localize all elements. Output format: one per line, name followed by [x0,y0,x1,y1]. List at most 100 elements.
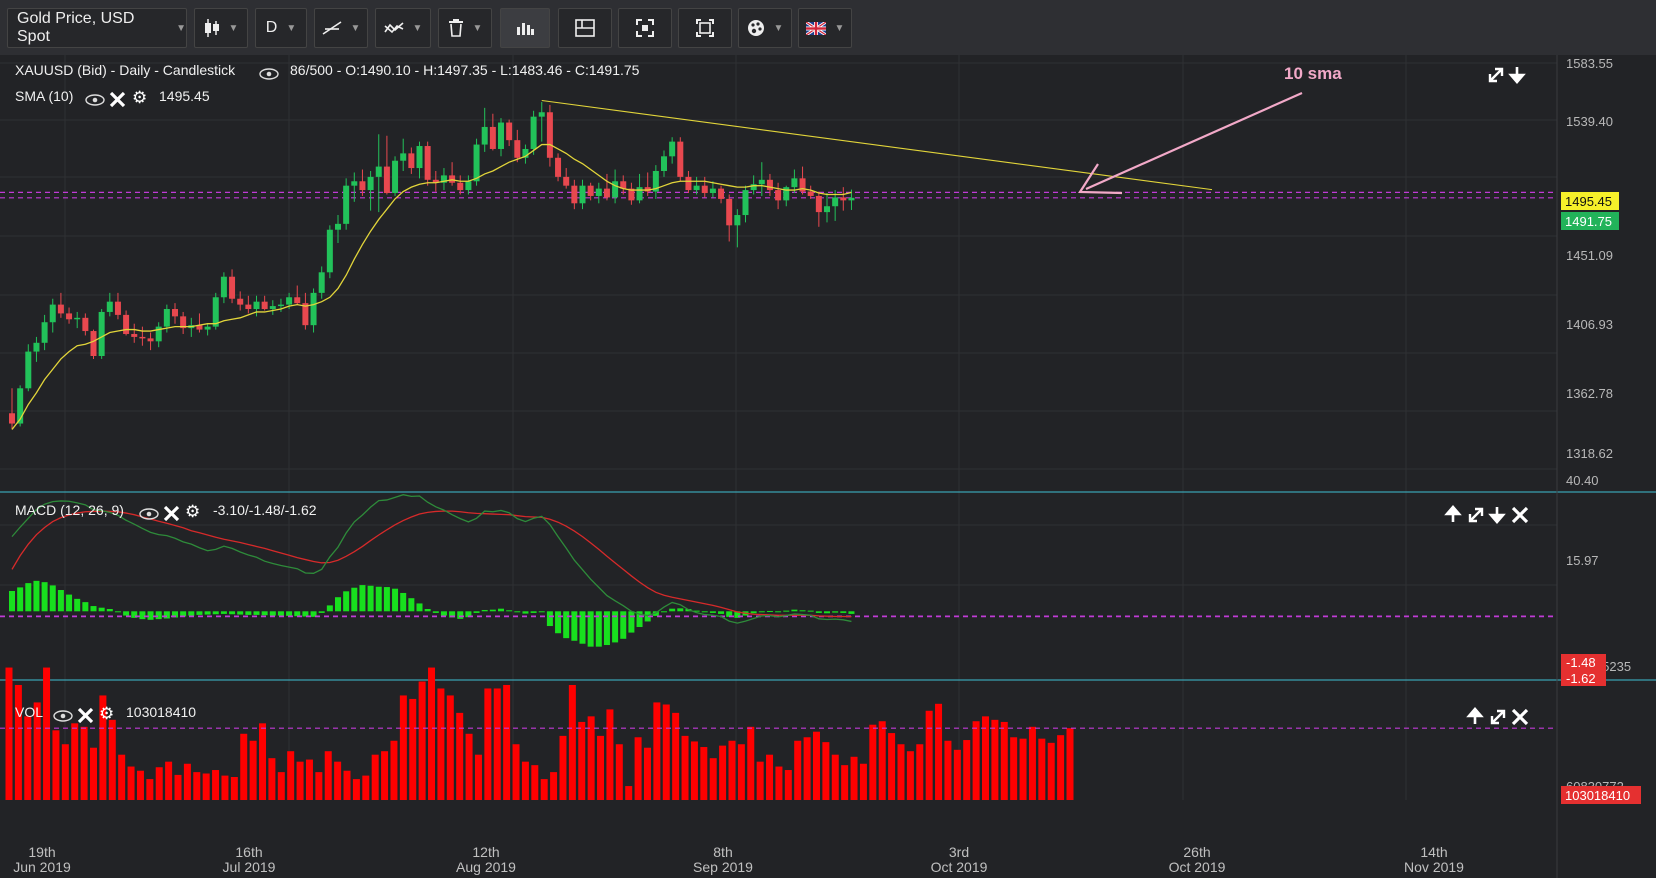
maximize-icon[interactable] [1488,67,1504,83]
vol-pane [0,667,1557,800]
macd-histogram-bar [82,602,89,612]
layout-button[interactable] [558,8,612,48]
fit-screen-button[interactable] [618,8,672,48]
x-tick-day: 16th [235,844,262,860]
volume-bar [474,754,482,800]
gear-icon[interactable]: ⚙ [99,704,114,723]
drawing-tools-button[interactable]: ▼ [314,8,368,48]
macd-histogram-bar [620,611,627,639]
arrow-up-icon[interactable] [1444,505,1462,522]
macd-histogram-bar [612,611,619,643]
volume-bar [831,754,839,800]
annotation-arrow [1085,91,1303,191]
macd-histogram-bar [359,585,366,612]
candle-body [799,178,806,192]
volume-bar [108,719,116,800]
close-icon[interactable] [77,707,94,724]
badge-signal-bg [1561,670,1606,686]
candle-body [701,185,708,194]
chart-area[interactable]: 1583.55 1539.40 1451.09 1406.93 1362.78 1318.… [0,55,1656,878]
language-button[interactable]: ▼ [798,8,852,48]
macd-histogram-bar [196,611,203,615]
badge-vol-text: 103018410 [1565,788,1630,803]
maximize-icon[interactable] [1468,507,1484,523]
arrow-down-icon[interactable] [1508,67,1526,84]
volume-bar [550,772,558,800]
volume-bar [343,770,351,800]
candle-body [603,188,610,198]
symbol-selector[interactable]: Gold Price, USD Spot ▼ [7,8,187,48]
volume-bar [249,740,257,800]
macd-histogram-bar [17,587,24,612]
eye-icon[interactable] [259,68,279,80]
volume-bar [559,735,567,800]
macd-label: MACD (12, 26, 9) [15,502,124,518]
macd-histogram-bar [172,611,178,618]
eye-icon[interactable] [85,94,105,106]
badge-vol: 103018410 [1561,786,1641,804]
volume-bar [812,731,820,800]
candle-body [514,140,521,158]
candle-body [481,126,488,145]
volume-bar [221,775,229,800]
badge-sma-bg [1561,192,1619,210]
chart-type-button[interactable]: ▼ [194,8,248,48]
macd-histogram-bar [188,611,195,616]
volume-bar [822,742,830,800]
macd-histogram-bar [237,611,244,615]
volume-bar [925,710,933,800]
close-icon[interactable] [1511,708,1529,726]
candle-body [644,187,651,192]
theme-button[interactable]: ▼ [738,8,792,48]
close-icon[interactable] [1511,506,1529,524]
candle-body [310,292,317,326]
volume-bar [24,716,32,800]
maximize-icon[interactable] [1490,709,1506,725]
volume-bar [672,712,680,800]
volume-bar [1038,738,1046,800]
macd-histogram-bar [212,611,219,615]
fullscreen-button[interactable] [678,8,732,48]
gear-icon[interactable]: ⚙ [132,88,147,107]
chevron-down-icon: ▼ [176,22,186,34]
sma-value: 1495.45 [159,88,210,104]
macd-histogram-bar [579,611,586,644]
gear-icon[interactable]: ⚙ [185,502,200,521]
volume-bar [540,779,548,800]
candle-body [367,176,374,191]
close-icon[interactable] [163,505,180,522]
candle-body [196,325,203,330]
delete-button[interactable]: ▼ [438,8,492,48]
volume-bar [127,766,135,800]
volume-bar [615,744,623,800]
candle-body [685,176,692,191]
macd-line [11,494,852,624]
candle-body [57,304,64,314]
indicators-button[interactable]: ▼ [375,8,431,48]
macd-histogram-bar [155,611,162,620]
macd-histogram-bar [416,603,423,612]
candle-body [147,338,154,342]
candle-body [74,317,81,320]
volume-bar [52,730,60,800]
candle-body [848,197,855,201]
close-icon[interactable] [109,91,126,108]
arrow-up-icon[interactable] [1466,707,1484,724]
macd-histogram-bar [74,598,81,612]
badge-close: 1491.75 [1561,212,1619,230]
vol-value: 103018410 [126,704,196,720]
macd-histogram-bar [204,611,211,615]
eye-icon[interactable] [53,710,73,722]
arrow-down-icon[interactable] [1488,507,1506,524]
eye-icon[interactable] [139,508,159,520]
period-selector[interactable]: D ▼ [255,8,307,48]
volume-bar [352,779,360,800]
volume-bar [606,709,614,800]
macd-histogram-bar [440,611,447,616]
volume-bar [981,716,989,800]
candle-body [9,413,15,424]
macd-histogram-bar [628,611,635,633]
volume-bar [90,747,98,800]
volume-toggle-button[interactable] [500,8,550,48]
x-tick-month: Jun 2019 [13,859,71,875]
